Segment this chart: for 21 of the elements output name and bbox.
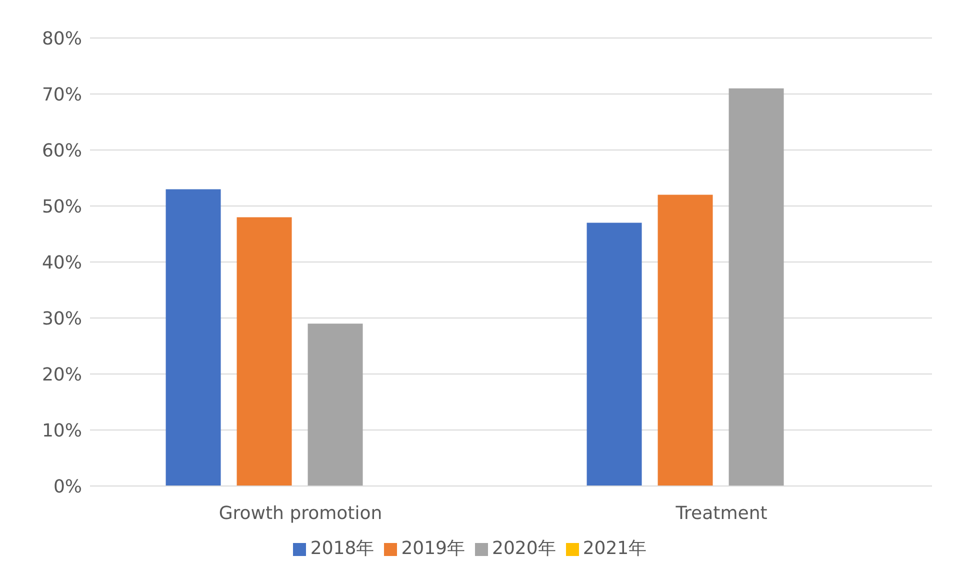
legend-label: 2018年 [310, 538, 374, 559]
y-tick-label: 30% [42, 308, 82, 330]
y-tick-label: 10% [42, 420, 82, 442]
bar [236, 217, 292, 486]
x-tick-label: Treatment [674, 502, 768, 524]
y-tick-label: 40% [42, 252, 82, 274]
bar [586, 222, 642, 486]
y-tick-label: 0% [53, 476, 82, 498]
y-tick-label: 20% [42, 364, 82, 386]
y-tick-label: 70% [42, 84, 82, 106]
legend-label: 2020年 [492, 538, 556, 559]
bar [166, 189, 221, 486]
bar [658, 194, 713, 486]
bar [308, 324, 363, 486]
legend-label: 2021年 [582, 538, 647, 559]
y-tick-label: 60% [42, 140, 82, 162]
bar [728, 88, 784, 486]
legend-label: 2019年 [401, 538, 465, 559]
y-tick-label: 80% [42, 28, 82, 50]
y-tick-label: 50% [42, 196, 82, 218]
x-tick-label: Growth promotion [218, 502, 382, 524]
